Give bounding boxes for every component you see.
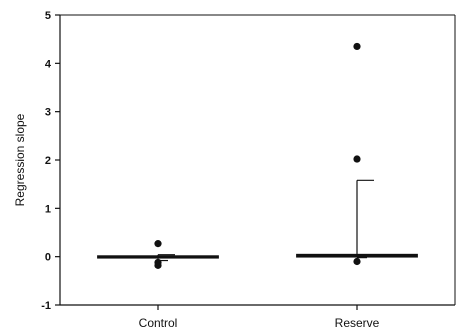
y-axis-ticks: -1 0 1 2 3 4 5: [41, 10, 60, 312]
y-tick-label: 4: [45, 58, 52, 70]
y-axis-title: Regression slope: [13, 113, 27, 206]
outlier-point: [353, 257, 361, 266]
category-labels: Control Reserve: [139, 316, 380, 330]
outlier-point: [353, 155, 361, 163]
y-tick-label: -1: [41, 300, 51, 312]
y-tick-label: 5: [45, 10, 51, 22]
axes: [59, 14, 456, 310]
x-category-label: Reserve: [335, 316, 380, 330]
y-tick-label: 0: [45, 252, 51, 264]
outlier-point: [154, 261, 162, 269]
boxes: [97, 42, 418, 269]
y-tick-label: 1: [45, 203, 51, 215]
y-tick-label: 2: [45, 155, 51, 167]
outlier-point: [353, 42, 361, 51]
x-category-label: Control: [139, 316, 178, 330]
y-tick-label: 3: [45, 107, 51, 119]
outlier-point: [154, 240, 162, 248]
